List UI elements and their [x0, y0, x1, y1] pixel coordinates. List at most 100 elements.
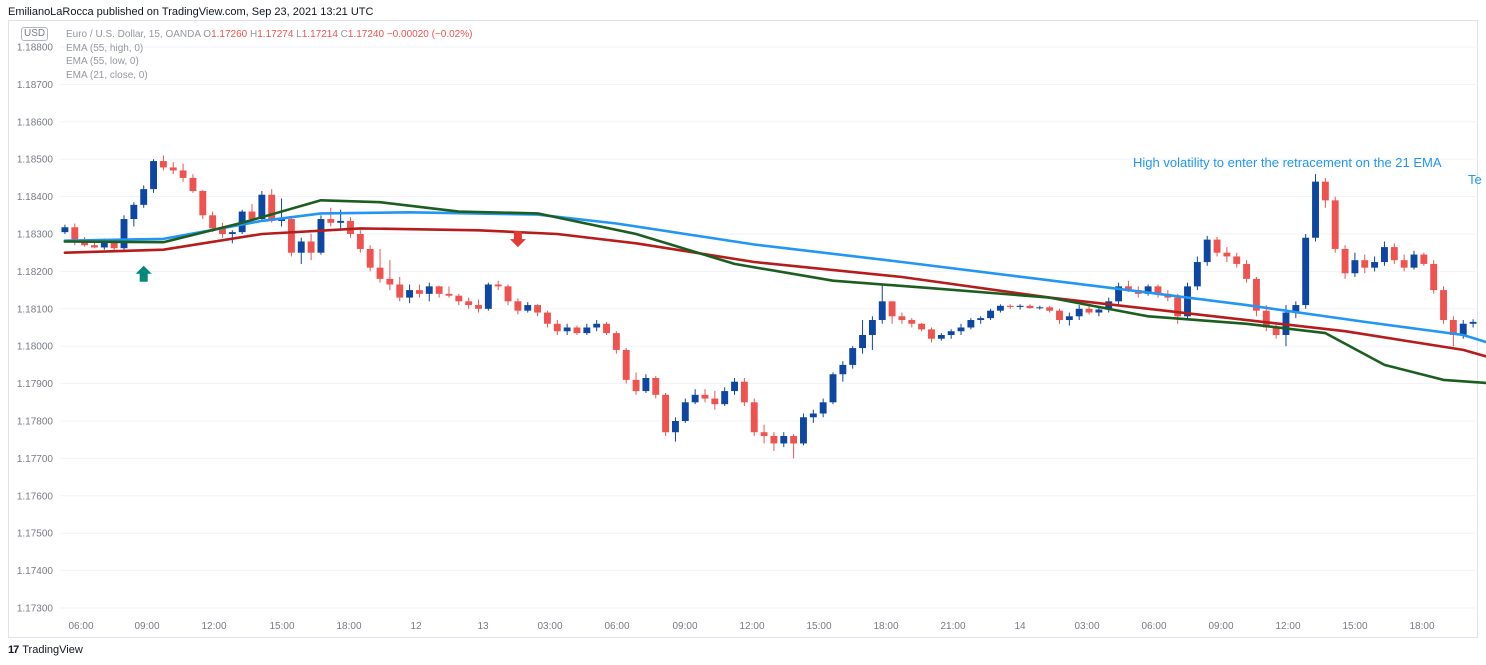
candle-body [366, 248, 374, 268]
footer-brand: TradingView [22, 644, 83, 656]
legend-main-series[interactable]: Euro / U.S. Dollar, 15, OANDA O1.17260 H… [66, 28, 472, 42]
legend-low: 1.17214 [301, 29, 338, 40]
candle-body [71, 227, 79, 242]
x-tick-label: 21:00 [940, 621, 965, 632]
candle-body [859, 334, 866, 349]
x-tick-label: 15:00 [269, 621, 294, 632]
y-tick-label: 1.17400 [17, 566, 54, 577]
candle-body [1331, 200, 1339, 249]
candle-body [91, 245, 98, 248]
candle-body [406, 290, 414, 298]
candle-body [1046, 307, 1054, 311]
candle-body [1351, 260, 1359, 274]
candle-body [829, 374, 837, 403]
candle-body [790, 435, 798, 444]
candle-body [268, 194, 276, 221]
candle-body [81, 241, 89, 246]
candle-body [1341, 248, 1349, 274]
candle-body [622, 349, 630, 380]
candle-body [435, 286, 443, 294]
candle-body [1252, 278, 1260, 311]
x-tick-label: 09:00 [1208, 621, 1233, 632]
candle-body [1430, 263, 1438, 291]
candle-body [1006, 305, 1014, 307]
candle-body [179, 170, 187, 178]
candle-body [691, 394, 699, 403]
x-tick-label: 12:00 [739, 621, 764, 632]
candle-body [514, 301, 522, 311]
candle-body [248, 211, 256, 220]
candle-body [159, 161, 167, 168]
ema-line [63, 199, 1486, 385]
candle-body [189, 177, 197, 191]
candle-body [1115, 286, 1123, 302]
legend-ema-close[interactable]: EMA (21, close, 0) [66, 69, 148, 81]
candle-body [475, 305, 482, 309]
candle-body [731, 381, 738, 392]
legend-ema-high[interactable]: EMA (55, high, 0) [66, 42, 144, 54]
candle-body [681, 402, 689, 421]
candle-body [1449, 320, 1457, 335]
candle-body [1124, 286, 1132, 291]
candle-body [819, 402, 827, 414]
ema-line [63, 211, 1486, 344]
y-tick-label: 1.17700 [17, 454, 54, 465]
chart-annotation[interactable]: High volatility to enter the retracement… [1133, 155, 1442, 170]
candle-body [770, 435, 778, 444]
candlesticks [61, 155, 1477, 459]
x-tick-label: 18:00 [336, 621, 361, 632]
candle-body [534, 305, 542, 313]
candle-body [1203, 239, 1211, 263]
candle-body [130, 204, 138, 220]
y-tick-label: 1.18100 [17, 304, 54, 315]
legend-symbol: Euro / U.S. Dollar, 15, OANDA [66, 29, 201, 40]
candle-body [327, 219, 335, 223]
candle-body [1459, 323, 1467, 335]
candle-body [937, 334, 945, 339]
legend-open-key: O [203, 29, 212, 40]
y-tick-label: 1.18300 [17, 230, 54, 241]
footer-branding: 17 TradingView [8, 644, 83, 656]
candle-body [553, 323, 561, 332]
y-tick-label: 1.18500 [17, 155, 54, 166]
y-tick-label: 1.17800 [17, 417, 54, 428]
candle-body [1016, 305, 1024, 307]
candle-body [947, 331, 955, 335]
candle-body [1390, 247, 1398, 261]
candle-body [1036, 307, 1044, 309]
candle-body [110, 241, 118, 249]
candle-body [504, 286, 512, 302]
x-tick-label: 03:00 [537, 621, 562, 632]
legend-change: −0.00020 (−0.02%) [386, 29, 473, 40]
chart-frame [8, 20, 1478, 638]
publisher-line: EmilianoLaRocca published on TradingView… [8, 6, 374, 18]
x-tick-label: 12 [410, 621, 422, 632]
candle-body [632, 379, 640, 392]
y-tick-label: 1.18000 [17, 342, 54, 353]
x-tick-label: 18:00 [1409, 621, 1434, 632]
candle-body [652, 377, 660, 395]
x-tick-label: 15:00 [806, 621, 831, 632]
currency-badge[interactable]: USD [21, 27, 49, 41]
candle-body [573, 327, 581, 334]
candle-body [750, 402, 758, 433]
candle-body [278, 219, 286, 221]
legend-ema-low[interactable]: EMA (55, low, 0) [66, 56, 139, 67]
candle-body [800, 417, 807, 444]
candle-body [721, 391, 729, 405]
candle-body [524, 305, 532, 311]
candle-body [1233, 256, 1241, 264]
chart-annotation-clipped[interactable]: Te [1468, 172, 1482, 187]
legend-close: 1.17240 [347, 29, 385, 40]
x-tick-label: 06:00 [68, 621, 93, 632]
arrow-down-icon [509, 231, 526, 248]
candle-body [228, 232, 236, 234]
y-tick-label: 1.17900 [17, 379, 54, 390]
candle-body [356, 234, 364, 249]
candle-body [711, 398, 719, 405]
candle-body [987, 310, 995, 319]
candle-body [868, 320, 876, 335]
x-tick-label: 13 [477, 621, 489, 632]
x-axis: 06:00 09:00 12:00 15:00 18:00 12 13 03:00 06:00 0… [68, 621, 1434, 632]
